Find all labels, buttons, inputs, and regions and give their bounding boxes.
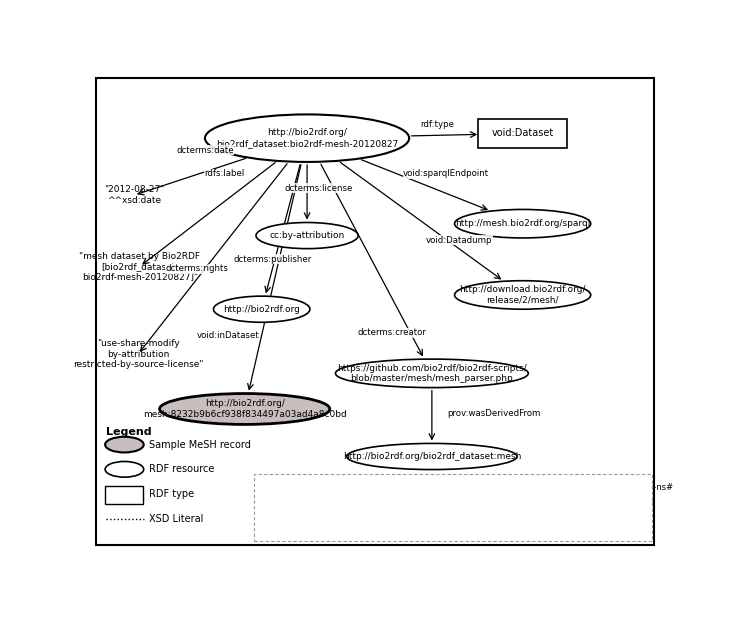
Text: dcterms:date: dcterms:date — [176, 146, 234, 154]
Ellipse shape — [256, 223, 358, 249]
Text: void: void — [262, 510, 282, 518]
Text: http://bio2rdf.org/bio2rdf_dataset:mesh: http://bio2rdf.org/bio2rdf_dataset:mesh — [343, 452, 521, 461]
Text: rdf: rdf — [463, 483, 477, 492]
Text: : http://www.w3.org/2000/01/rdf-schema#: : http://www.w3.org/2000/01/rdf-schema# — [479, 496, 655, 505]
Text: http://bio2rdf.org/
mesh:8232b9b6cf938f834497a03ad4a8c0bd: http://bio2rdf.org/ mesh:8232b9b6cf938f8… — [143, 399, 346, 419]
Text: rdf:type: rdf:type — [421, 120, 455, 130]
Ellipse shape — [105, 437, 143, 452]
Text: prov:wasDerivedFrom: prov:wasDerivedFrom — [447, 409, 541, 418]
FancyBboxPatch shape — [254, 474, 652, 541]
Text: dcterms:creator: dcterms:creator — [358, 328, 427, 337]
Text: http://bio2rdf.org: http://bio2rdf.org — [223, 305, 300, 313]
Text: xsd: xsd — [463, 510, 479, 518]
Text: "mesh dataset by Bio2RDF
[bio2rdf_dataset:
bio2rdf-mesh-20120827]": "mesh dataset by Bio2RDF [bio2rdf_datase… — [79, 252, 201, 281]
Text: dcterms:rights: dcterms:rights — [165, 264, 228, 273]
FancyBboxPatch shape — [105, 486, 143, 503]
Text: prov: prov — [262, 523, 283, 532]
Text: dcterms: dcterms — [262, 496, 300, 505]
Text: Sample MeSH record: Sample MeSH record — [149, 439, 251, 450]
Text: :  http://creativecommons.org/: : http://creativecommons.org/ — [269, 483, 397, 492]
Ellipse shape — [455, 209, 591, 238]
Text: Legend: Legend — [105, 428, 152, 437]
Text: http://mesh.bio2rdf.org/sparql: http://mesh.bio2rdf.org/sparql — [455, 219, 590, 228]
Text: RDF resource: RDF resource — [149, 465, 214, 474]
Text: void:Dataset: void:Dataset — [491, 128, 554, 138]
Ellipse shape — [347, 444, 517, 470]
Text: RDF type: RDF type — [149, 489, 195, 499]
Ellipse shape — [105, 462, 143, 477]
Text: http://download.bio2rdf.org/
release/2/mesh/: http://download.bio2rdf.org/ release/2/m… — [460, 285, 586, 305]
Text: : http://www.w3.org/1999/02/22-rdf-syntax-ns#: : http://www.w3.org/1999/02/22-rdf-synta… — [474, 483, 673, 492]
Ellipse shape — [205, 114, 409, 162]
Ellipse shape — [335, 359, 529, 387]
Text: https://github.com/bio2rdf/bio2rdf-scripts/
blob/master/mesh/mesh_parser.php: https://github.com/bio2rdf/bio2rdf-scrip… — [337, 363, 527, 383]
Ellipse shape — [214, 296, 310, 322]
Text: void:Datadump: void:Datadump — [426, 236, 493, 245]
Text: void:inDataset: void:inDataset — [196, 331, 259, 340]
FancyBboxPatch shape — [479, 119, 567, 148]
Text: "use-share-modify
by-attribution
restricted-by-source-license": "use-share-modify by-attribution restric… — [72, 339, 203, 369]
Text: http://bio2rdf.org/
bio2rdf_dataset:bio2rdf-mesh-20120827: http://bio2rdf.org/ bio2rdf_dataset:bio2… — [216, 128, 398, 148]
Text: : http://purl.org/dc/terms/: : http://purl.org/dc/terms/ — [288, 496, 396, 505]
Text: dcterms:publisher: dcterms:publisher — [234, 255, 312, 264]
Text: rdfs: rdfs — [463, 496, 482, 505]
Text: cc:by-attribution: cc:by-attribution — [269, 231, 345, 240]
Text: : http://www.w3.org/ns/prov#: : http://www.w3.org/ns/prov# — [277, 523, 401, 532]
Text: rdfs:label: rdfs:label — [205, 169, 245, 178]
Text: XSD Literal: XSD Literal — [149, 514, 203, 524]
Ellipse shape — [160, 394, 329, 424]
Text: void:sparqlEndpoint: void:sparqlEndpoint — [403, 169, 489, 178]
Text: "2012-08-27"
^^xsd:date: "2012-08-27" ^^xsd:date — [104, 186, 164, 205]
Text: : http://www.w3.org/2001/XMLSchema#: : http://www.w3.org/2001/XMLSchema# — [474, 510, 642, 518]
Text: dcterms:license: dcterms:license — [284, 184, 353, 193]
Ellipse shape — [455, 281, 591, 309]
Text: cc: cc — [262, 483, 272, 492]
Text: : http://rdfs.org/ns/void#: : http://rdfs.org/ns/void# — [277, 510, 381, 518]
